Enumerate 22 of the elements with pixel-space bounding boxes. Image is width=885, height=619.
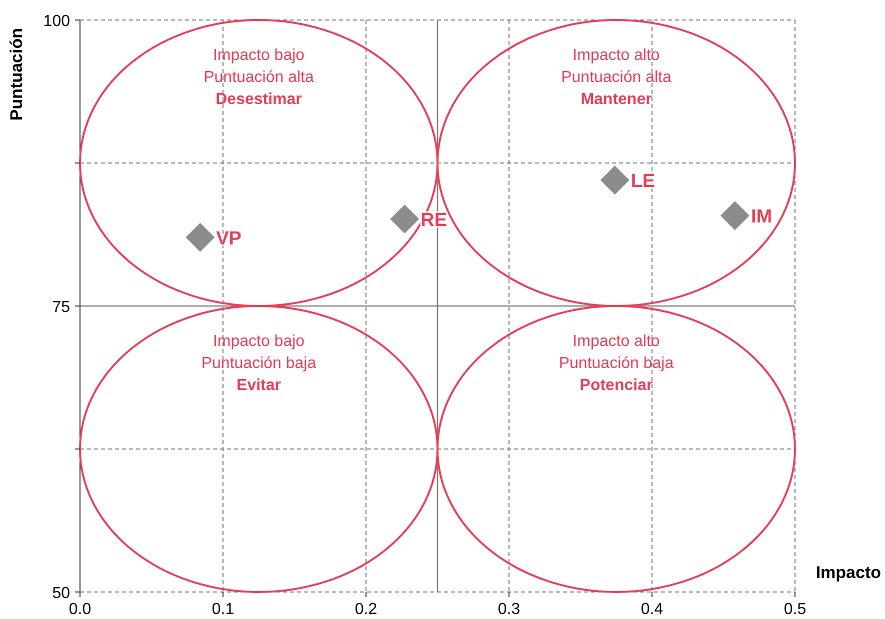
x-tick-label: 0.1	[212, 601, 234, 618]
x-tick-label: 0.2	[354, 601, 378, 618]
x-axis-title: Impacto	[816, 563, 881, 582]
x-tick-label: 0.0	[68, 601, 92, 618]
point	[390, 204, 420, 234]
annotation: Impacto alto Puntuación baja Potenciar	[558, 333, 674, 394]
point	[186, 222, 215, 252]
series-label: LE	[630, 171, 656, 192]
point	[720, 201, 750, 230]
x-tick-label: 0.5	[784, 601, 806, 618]
series-label: IM	[750, 206, 772, 228]
annotation: Impacto bajo Puntuación alta Desestimar	[204, 47, 314, 108]
x-tick-label: 0.4	[640, 601, 664, 618]
y-tick-label: 50	[52, 585, 70, 602]
x-tick-label: 0.3	[498, 601, 520, 618]
annotation: Impacto alto Puntuación alta Mantener	[561, 47, 672, 108]
annotation: Impacto bajo Puntuación baja Evitar	[201, 333, 316, 394]
y-tick-label: 75	[52, 299, 70, 316]
y-tick-label: 100	[43, 13, 70, 30]
y-axis-title: Puntuación	[7, 28, 26, 121]
series-label: VP	[216, 228, 242, 250]
point	[600, 166, 630, 195]
